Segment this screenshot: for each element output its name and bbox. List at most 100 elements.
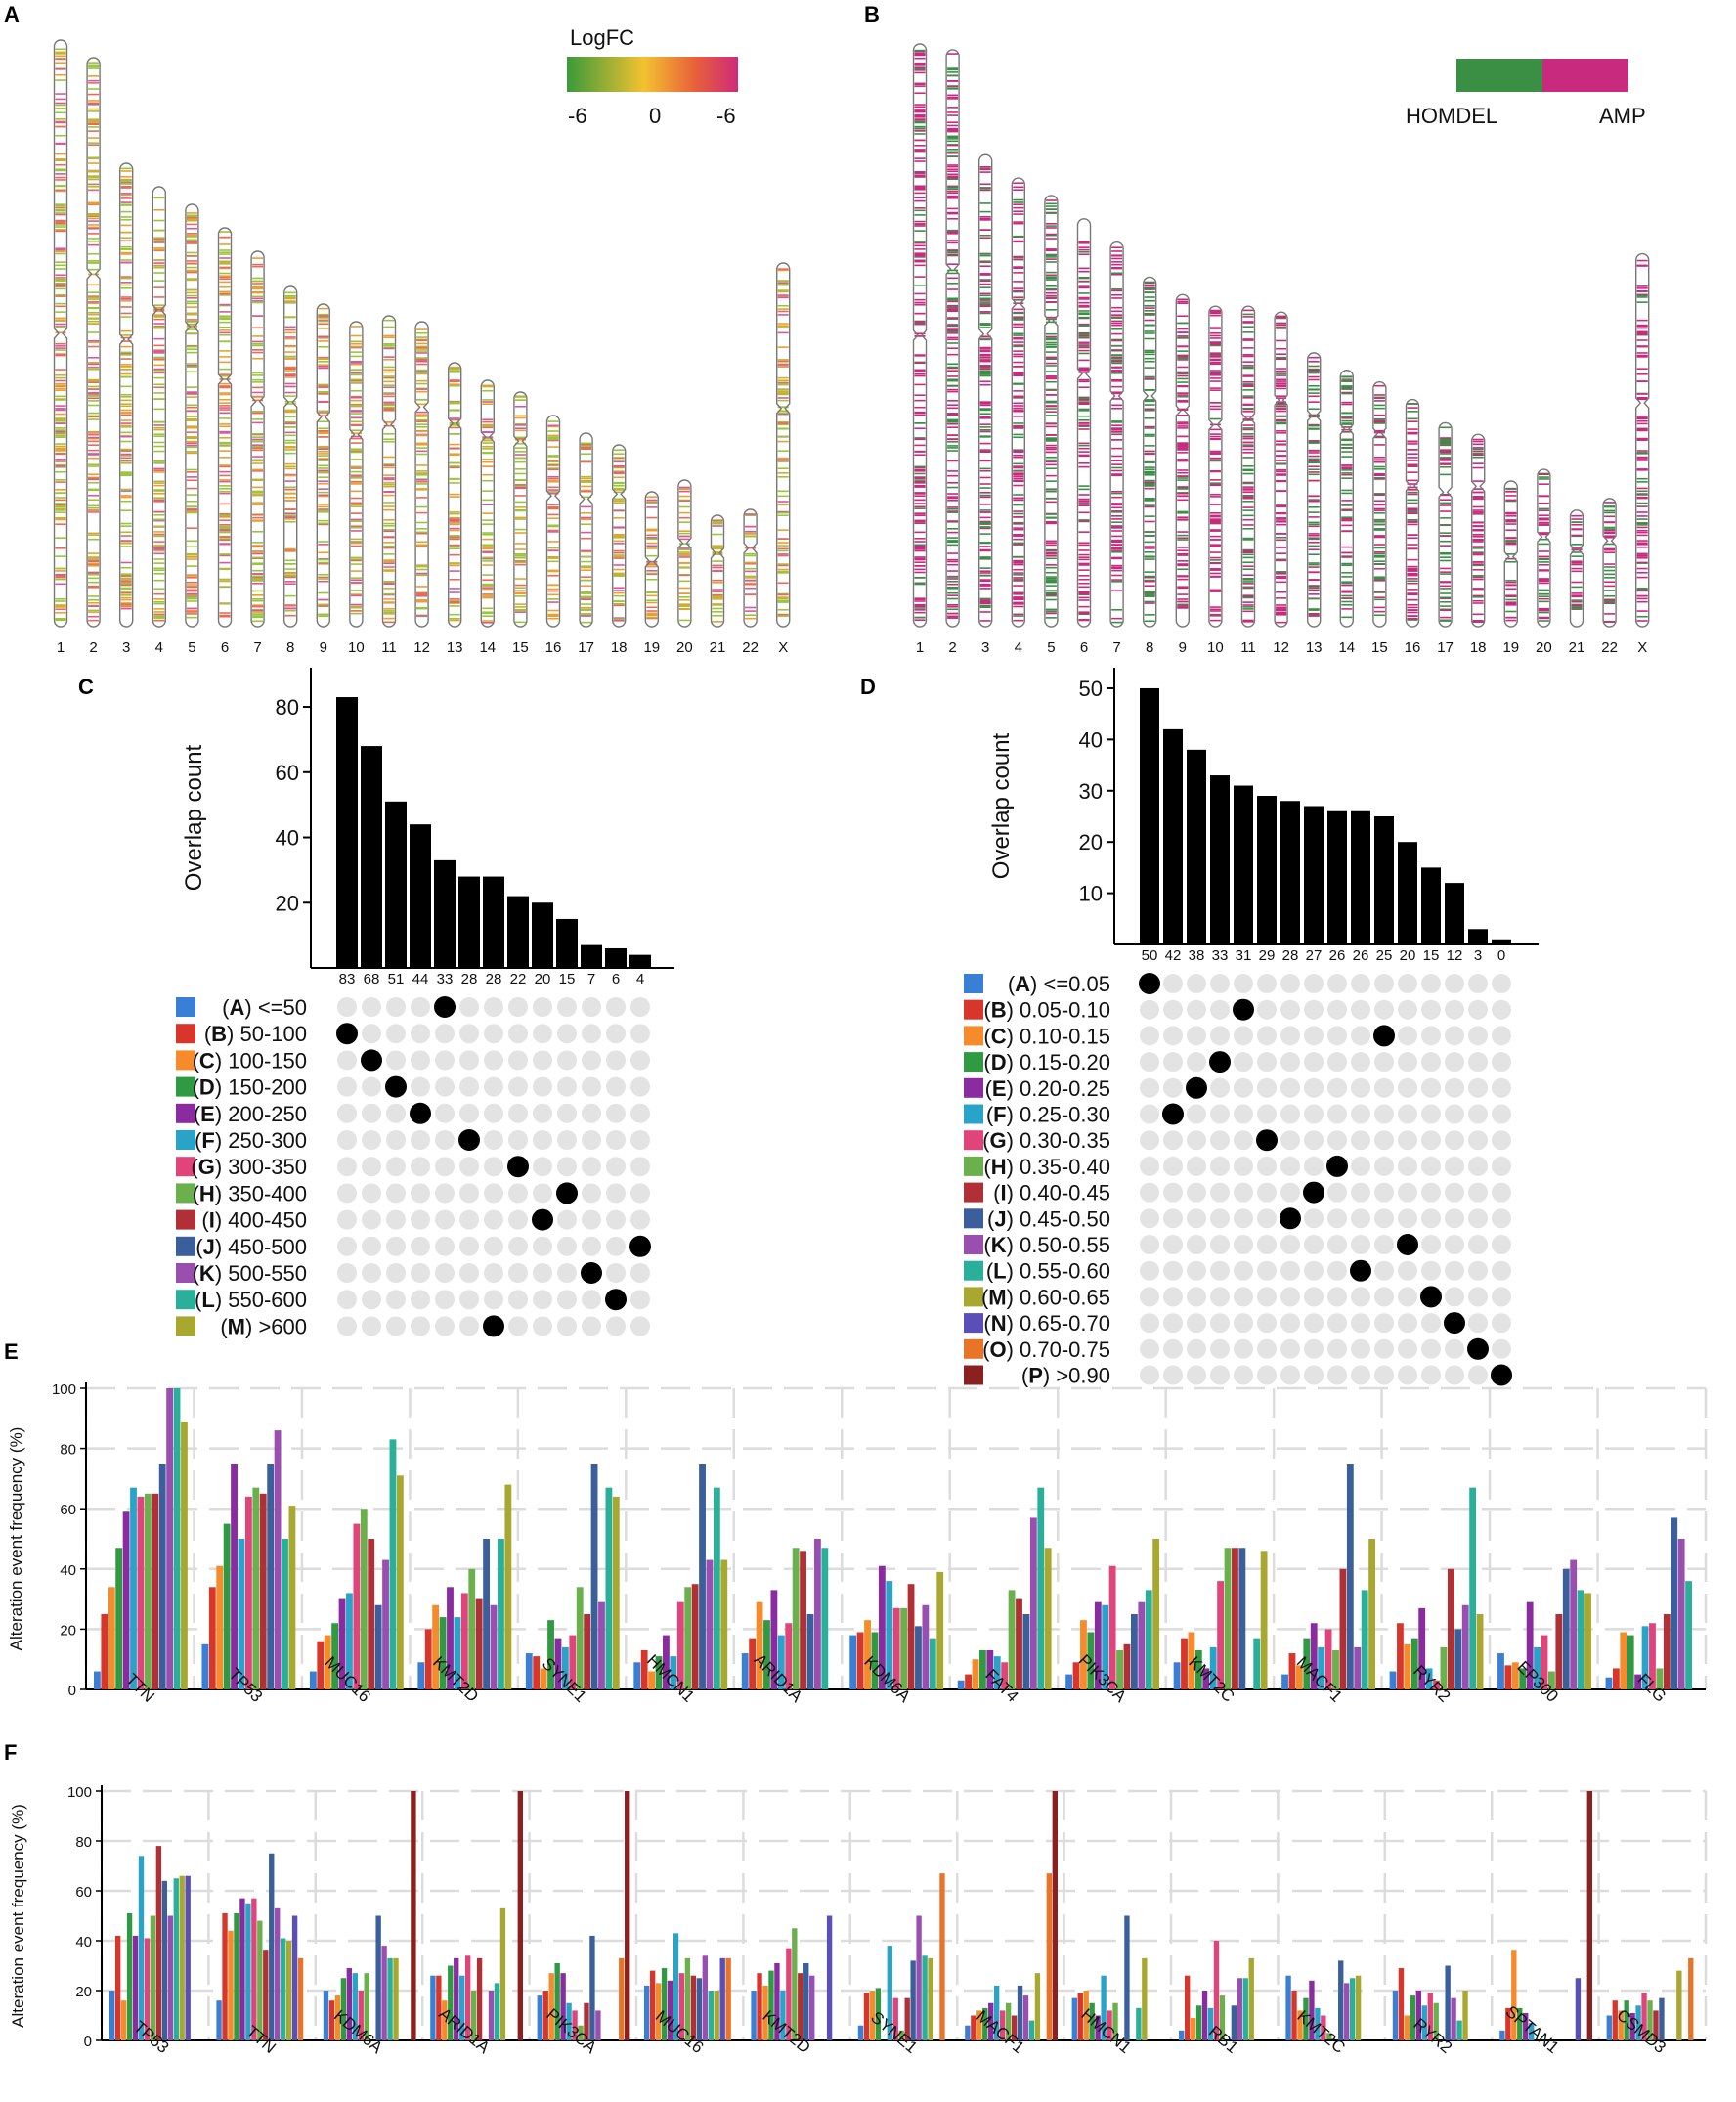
chromosome-8: 8 (1143, 276, 1157, 656)
set-label: (F) 250-300 (195, 1128, 307, 1153)
overlap-bar (1140, 687, 1159, 944)
chromosome-label: 15 (1371, 639, 1388, 656)
matrix-dot-empty (1163, 1077, 1183, 1098)
bar-count-label: 29 (1259, 947, 1276, 964)
set-color-swatch (176, 1263, 195, 1283)
matrix-dot-empty (1280, 999, 1300, 1020)
matrix-dot-empty (1421, 1104, 1441, 1124)
set-row-D: (D) 150-200 (176, 1075, 650, 1100)
band-group-21 (712, 519, 723, 623)
matrix-dot-empty (557, 997, 577, 1017)
chromosome-label: 20 (1536, 639, 1552, 656)
matrix-dot-empty (1234, 1052, 1253, 1073)
matrix-dot-empty (1421, 1130, 1441, 1151)
matrix-dot-empty (1468, 1077, 1488, 1098)
y-axis-label: Overlap count (988, 732, 1015, 879)
matrix-dot-empty (1398, 1026, 1417, 1046)
matrix-dot-empty (1445, 1026, 1464, 1046)
chromosome-12: 12 (1273, 311, 1289, 656)
matrix-dot-empty (508, 1183, 528, 1204)
chromosome-21: 21 (710, 514, 725, 656)
chromosome-6: 6 (1076, 218, 1092, 656)
matrix-dot-empty (337, 1050, 357, 1071)
overlap-bar (605, 947, 627, 968)
overlap-bar (1398, 842, 1417, 944)
logfc-tick-right: -6 (716, 104, 736, 128)
matrix-dot-empty (533, 1024, 552, 1044)
matrix-dot-empty (459, 1236, 479, 1256)
bar-axes: 20 40 60 80 Overlap count (181, 668, 674, 969)
chromosome-label: 10 (348, 639, 365, 656)
set-row-M: (M) >600 (176, 1314, 650, 1338)
band-group-9 (318, 307, 329, 618)
matrix-dot-empty (1257, 1026, 1277, 1046)
matrix-dot-empty (1468, 974, 1488, 993)
overlap-bar (1234, 785, 1253, 944)
matrix-dot-empty (1445, 999, 1464, 1020)
matrix-dot-empty (411, 1130, 430, 1150)
matrix-dot-empty (1234, 1130, 1253, 1151)
chromosome-label: X (1637, 639, 1647, 656)
matrix-dot-empty (1187, 974, 1206, 993)
set-label: (B) 50-100 (204, 1022, 307, 1046)
chromosome-label: 10 (1207, 639, 1224, 656)
chromosome-outline (1503, 480, 1518, 628)
matrix-dot-empty (459, 1290, 479, 1310)
set-row-G: (G) 0.30-0.35 (964, 1128, 1511, 1153)
matrix-dot-empty (1398, 1130, 1417, 1151)
chromosome-label: 12 (1273, 639, 1289, 656)
ideogram-logfc: 1 2 3 4 5 6 7 8 9 10 11 12 13 14 15 16 17 18 19 20 21 22 X (53, 39, 791, 656)
set-color-swatch (176, 1236, 195, 1256)
chromosome-label: X (778, 639, 788, 656)
band-group-8 (284, 291, 296, 617)
matrix-dot-empty (1280, 1156, 1300, 1176)
matrix-dot-empty (557, 1209, 577, 1230)
overlap-bar (1445, 883, 1464, 944)
matrix-dot-empty (606, 1130, 626, 1150)
matrix-dot-empty (557, 1130, 577, 1150)
set-color-swatch (964, 1052, 983, 1073)
overlap-bar (1187, 749, 1206, 944)
matrix-dot-empty (435, 1183, 455, 1204)
matrix-dot-empty (1374, 1156, 1394, 1176)
matrix-dot-empty (557, 1236, 577, 1256)
matrix-dot-empty (1163, 974, 1183, 993)
matrix-dot-empty (362, 1130, 381, 1150)
matrix-dot-empty (508, 1050, 528, 1071)
overlap-bar (483, 876, 504, 968)
chromosome-outline (316, 303, 330, 628)
chromosome-20: 20 (1536, 468, 1552, 656)
matrix-dot-empty (1351, 1052, 1370, 1073)
matrix-dot-empty (484, 1050, 503, 1071)
matrix-dot-empty (1468, 1130, 1488, 1151)
overlap-bar (581, 944, 602, 968)
chromosome-outline (53, 39, 68, 628)
chromosome-label: 12 (413, 639, 430, 656)
chromosome-label: 5 (1047, 639, 1055, 656)
chromosome-label: 19 (643, 639, 660, 656)
matrix-dot-empty (606, 1183, 626, 1204)
chromosome-outline (1635, 252, 1650, 628)
chromosome-label: 4 (155, 639, 163, 656)
matrix-dot-empty (337, 1236, 357, 1256)
matrix-dot-empty (533, 1130, 552, 1150)
matrix-dot-empty (1492, 1052, 1511, 1073)
matrix-dot-empty (606, 1076, 626, 1097)
matrix-dot-empty (1468, 1156, 1488, 1176)
overlap-bar (507, 896, 529, 968)
bar-count-label: 38 (1189, 947, 1205, 964)
band-group-X (1636, 259, 1648, 622)
chromosome-16: 16 (1405, 398, 1420, 656)
matrix-dot-empty (630, 1103, 650, 1123)
band-group-21 (1571, 514, 1583, 610)
chromosome-outline (1044, 195, 1059, 628)
bar-count-label: 4 (636, 971, 644, 987)
matrix-dot-empty (362, 1290, 381, 1310)
band-group-20 (678, 486, 690, 622)
matrix-dot-empty (411, 1157, 430, 1177)
matrix-dot-empty (1351, 1077, 1370, 1098)
matrix-dot-empty (1421, 1026, 1441, 1046)
logfc-tick-left: -6 (568, 104, 587, 128)
set-row-A: (A) <=50 (176, 995, 650, 1020)
